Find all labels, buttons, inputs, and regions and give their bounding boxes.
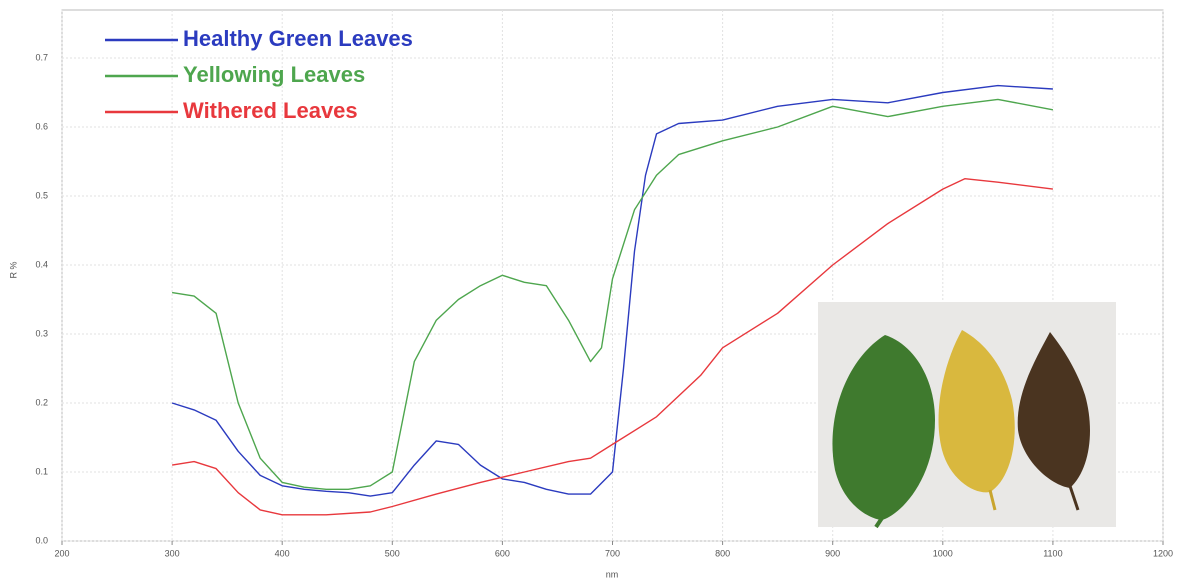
green-stem (874, 516, 884, 529)
series-line (171, 178, 1053, 516)
x-tick-label: 300 (165, 548, 180, 558)
series-line (171, 98, 1054, 490)
y-tick-label: 0.2 (35, 397, 48, 407)
x-tick-label: 400 (275, 548, 290, 558)
y-axis-label: R % (8, 261, 18, 278)
x-tick-label: 700 (605, 548, 620, 558)
y-tick-label: 0.7 (35, 52, 48, 62)
x-tick-label: 600 (495, 548, 510, 558)
x-tick-label: 900 (825, 548, 840, 558)
y-tick-label: 0.5 (35, 190, 48, 200)
legend-label: Yellowing Leaves (183, 62, 365, 87)
x-tick-label: 200 (54, 548, 69, 558)
y-tick-label: 0.0 (35, 535, 48, 545)
y-tick-label: 0.3 (35, 328, 48, 338)
yellow-leaf (938, 330, 1015, 493)
withered-leaf (1017, 332, 1090, 488)
y-tick-label: 0.4 (35, 259, 48, 269)
y-tick-label: 0.6 (35, 121, 48, 131)
withered-stem (1068, 485, 1080, 511)
x-tick-label: 1100 (1043, 548, 1062, 558)
yellow-stem (988, 489, 997, 511)
x-tick-label: 500 (385, 548, 400, 558)
x-tick-label: 1000 (933, 548, 953, 558)
series-line (171, 84, 1053, 497)
legend-label: Healthy Green Leaves (183, 26, 413, 51)
y-tick-label: 0.1 (35, 466, 48, 476)
legend-label: Withered Leaves (183, 98, 358, 123)
x-axis-label: nm (606, 569, 619, 579)
green-leaf (832, 335, 935, 520)
x-tick-label: 800 (715, 548, 730, 558)
leaf-photo (818, 302, 1116, 529)
x-tick-label: 1200 (1153, 548, 1173, 558)
